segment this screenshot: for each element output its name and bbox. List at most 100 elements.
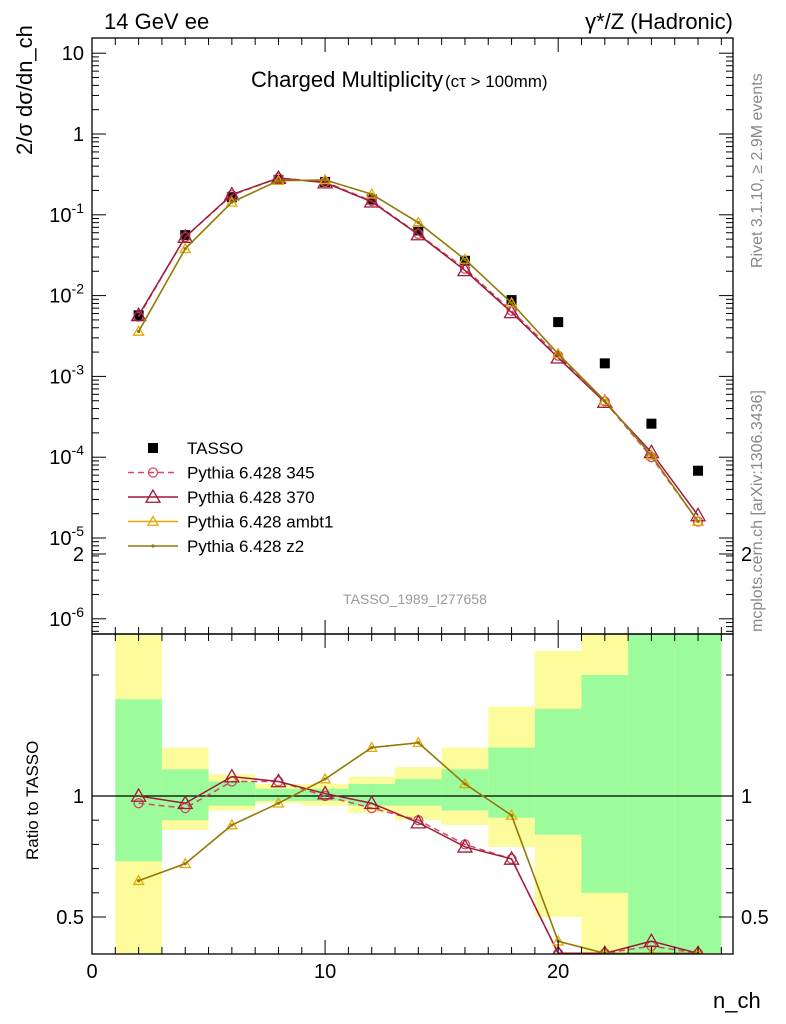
- ratio-band-inner: [581, 675, 629, 893]
- data-point: [509, 813, 514, 817]
- data-point: [692, 944, 704, 954]
- data-point: [503, 304, 520, 319]
- legend: TASSO Pythia 6.428 345 Pythia 6.428 370 Pyt…: [128, 439, 333, 556]
- y-tick-label: 10-4: [49, 442, 84, 469]
- data-point: [603, 399, 607, 403]
- data-point: [366, 195, 377, 207]
- legend-label: Pythia 6.428 z2: [187, 537, 304, 556]
- ratio-y-tick-label: 1: [73, 786, 84, 808]
- data-point: [456, 838, 474, 853]
- y-tick-label: 10-2: [49, 281, 84, 308]
- data-point: [416, 741, 420, 745]
- rivet-version: Rivet 3.1.10, ≥ 2.9M events: [749, 73, 766, 268]
- ratio-band-inner: [488, 747, 535, 818]
- data-point: [177, 228, 194, 243]
- header-left: 14 GeV ee: [104, 9, 209, 34]
- ratio-y-tick-label: 1: [741, 786, 752, 808]
- data-point: [503, 850, 520, 865]
- data-point: [643, 932, 660, 948]
- data-point: [179, 857, 192, 869]
- ratio-band-inner: [628, 634, 675, 954]
- legend-label: Pythia 6.428 345: [187, 464, 315, 483]
- data-point: [598, 394, 611, 406]
- data-point: [413, 228, 424, 240]
- data-point: [463, 782, 467, 786]
- data-point: [323, 178, 327, 182]
- data-point: [370, 192, 374, 196]
- data-point: [270, 169, 287, 184]
- header-right: γ*/Z (Hadronic): [585, 9, 733, 34]
- data-point: [144, 488, 162, 503]
- data-point: [230, 200, 234, 204]
- data-point: [410, 814, 427, 829]
- y-tick-label: 10-3: [49, 361, 84, 388]
- data-point: [370, 746, 374, 750]
- x-tick-label: 0: [86, 961, 97, 983]
- top-content: [130, 169, 707, 527]
- data-point: [276, 179, 281, 183]
- data-point: [363, 193, 380, 208]
- data-point: [137, 879, 141, 883]
- data-point: [177, 794, 194, 810]
- y-tick-label: 10-1: [49, 200, 84, 227]
- data-point: [223, 768, 240, 783]
- data-point: [553, 944, 564, 954]
- data-point: [183, 247, 187, 251]
- ratio-content: [92, 634, 733, 954]
- data-point: [180, 230, 191, 241]
- y-axis-title: 2/σ dσ/dn_ch: [12, 25, 37, 155]
- data-point: [132, 325, 145, 336]
- data-point: [276, 801, 281, 805]
- ratio-band-inner: [395, 779, 442, 806]
- data-point: [463, 257, 467, 262]
- data-point: [458, 777, 472, 789]
- data-point: [693, 465, 704, 476]
- legend-label: Pythia 6.428 ambt1: [187, 513, 333, 532]
- data-point: [646, 418, 657, 429]
- ratio-axis-title: Ratio to TASSO: [23, 741, 42, 860]
- data-point: [147, 467, 159, 478]
- data-point: [456, 262, 474, 277]
- data-point: [151, 544, 155, 548]
- data-point: [137, 329, 141, 334]
- data-point: [458, 253, 472, 264]
- top-frame: [91, 37, 734, 635]
- ratio-panel: 0.5 0.51 12 20 10 20: [56, 544, 769, 983]
- data-point: [363, 794, 380, 810]
- main-subtitle: (cτ > 100mm): [445, 72, 548, 91]
- main-title-text: Charged Multiplicity: [251, 67, 443, 92]
- data-point: [319, 790, 331, 802]
- data-point: [410, 226, 427, 241]
- legend-label: TASSO: [187, 439, 243, 458]
- ratio-band-inner: [674, 634, 722, 954]
- data-point: [505, 296, 518, 308]
- data-point: [509, 301, 514, 305]
- data-point: [556, 352, 560, 356]
- ratio-y-tick-label: 0.5: [56, 907, 84, 929]
- ratio-band-inner: [441, 769, 489, 811]
- data-point: [133, 798, 144, 809]
- data-point: [412, 736, 425, 748]
- data-point: [223, 186, 240, 201]
- legend-label: Pythia 6.428 370: [187, 488, 315, 507]
- y-tick-label: 1: [73, 124, 84, 146]
- mcplots-ref: mcplots.cern.ch [arXiv:1306.3436]: [749, 390, 766, 632]
- ratio-band-inner: [534, 708, 582, 835]
- data-point: [316, 785, 334, 800]
- data-point: [599, 358, 610, 369]
- data-point: [130, 307, 147, 322]
- data-point: [413, 225, 424, 236]
- ratio-band-inner: [115, 699, 162, 862]
- data-point: [506, 295, 517, 306]
- data-point: [183, 862, 187, 866]
- ratio-y-tick-label: 2: [73, 544, 84, 566]
- data-point: [416, 221, 420, 225]
- y-tick-label: 10-6: [49, 604, 84, 631]
- data-point: [130, 787, 147, 802]
- data-point: [691, 515, 705, 526]
- data-point: [552, 347, 565, 359]
- data-point: [179, 242, 192, 254]
- x-axis-title: n_ch: [713, 988, 761, 1013]
- x-tick-label: 20: [547, 961, 569, 983]
